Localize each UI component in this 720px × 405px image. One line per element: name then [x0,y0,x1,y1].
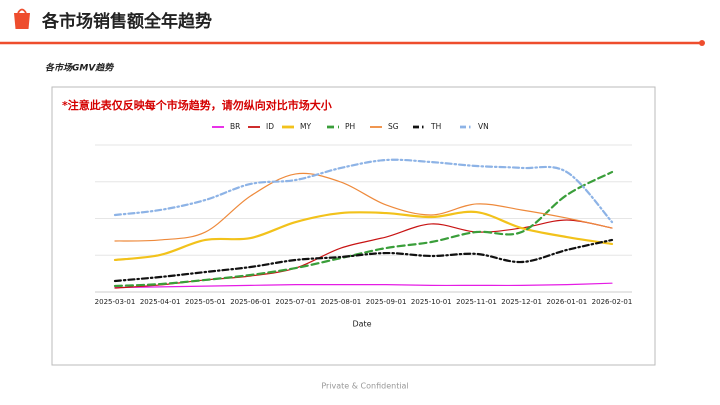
slide-title: 各市场销售额全年趋势 [41,11,212,32]
series-line [114,282,613,289]
x-tick-label: 2025-11-01 [456,298,497,306]
legend-label: BR [230,122,240,131]
legend-label: VN [478,122,489,131]
series-line [114,219,613,289]
legend-label: ID [266,122,274,131]
legend-label: TH [430,122,441,131]
series-line [113,158,614,224]
x-tick-label: 2025-04-01 [140,298,181,306]
x-tick-label: 2026-01-01 [546,298,587,306]
annotation: *注意此表仅反映每个市场趋势，请勿纵向对比市场大小 [62,98,332,112]
series-line [113,210,614,262]
series-line [113,238,614,283]
rule-dot [699,40,705,46]
x-tick-label: 2025-07-01 [275,298,316,306]
chart-title: 各市场GMV趋势 [45,63,114,74]
x-tick-label: 2025-06-01 [230,298,271,306]
x-tick-label: 2025-09-01 [366,298,407,306]
x-tick-label: 2025-03-01 [95,298,136,306]
x-tick-label: 2025-08-01 [321,298,362,306]
x-tick-label: 2025-05-01 [185,298,226,306]
x-tick-label: 2026-02-01 [592,298,633,306]
series-line [114,172,613,242]
chart-frame [51,86,656,366]
logo-handle [17,8,27,14]
x-tick-label: 2025-12-01 [501,298,542,306]
legend-label: PH [345,122,355,131]
x-tick-label: 2025-10-01 [411,298,452,306]
legend-label: MY [300,122,311,131]
x-axis-label: Date [352,320,371,329]
footer: Private & Confidential [321,382,408,391]
logo-bag [14,13,30,29]
legend-label: SG [388,122,399,131]
